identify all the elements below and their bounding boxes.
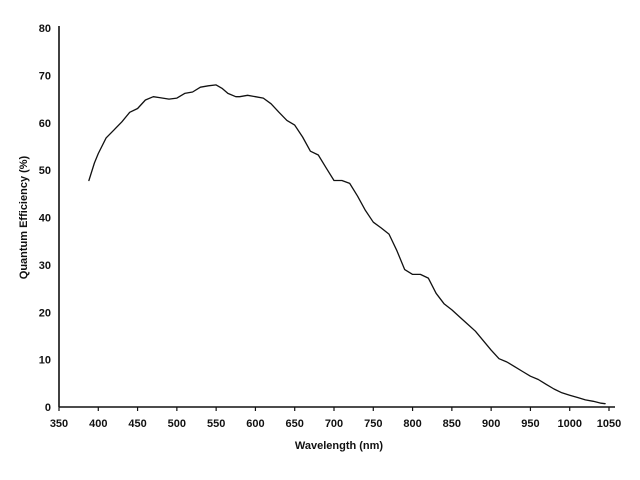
x-tick-label: 900 [482, 418, 500, 430]
x-tick-label: 450 [128, 418, 146, 430]
x-tick-label: 1000 [557, 418, 581, 430]
x-tick-label: 750 [364, 418, 382, 430]
y-tick-label: 40 [39, 213, 51, 225]
x-tick-label: 650 [286, 418, 304, 430]
x-axis-ticks: 350 400 450 500 550 600 650 700 750 800 850 900 950 1… [50, 407, 621, 430]
x-tick-label: 350 [50, 418, 68, 430]
x-tick-label: 850 [443, 418, 461, 430]
x-axis-title: Wavelength (nm) [295, 440, 384, 452]
y-axis-ticks: 0 10 20 30 40 50 60 70 80 [39, 23, 51, 414]
y-axis-title: Quantum Efficiency (%) [18, 155, 30, 279]
x-tick-label: 700 [325, 418, 343, 430]
y-tick-label: 80 [39, 23, 51, 35]
x-tick-label: 1050 [597, 418, 621, 430]
qe-curve-line [88, 84, 606, 405]
x-tick-label: 550 [207, 418, 225, 430]
y-tick-label: 0 [45, 402, 51, 414]
y-tick-label: 10 [39, 355, 51, 367]
y-tick-label: 60 [39, 118, 51, 130]
x-tick-label: 500 [168, 418, 186, 430]
y-tick-label: 50 [39, 165, 51, 177]
x-tick-label: 400 [89, 418, 107, 430]
y-tick-label: 70 [39, 70, 51, 82]
y-tick-label: 20 [39, 307, 51, 319]
y-tick-label: 30 [39, 260, 51, 272]
x-tick-label: 950 [521, 418, 539, 430]
x-tick-label: 800 [403, 418, 421, 430]
x-tick-label: 600 [246, 418, 264, 430]
